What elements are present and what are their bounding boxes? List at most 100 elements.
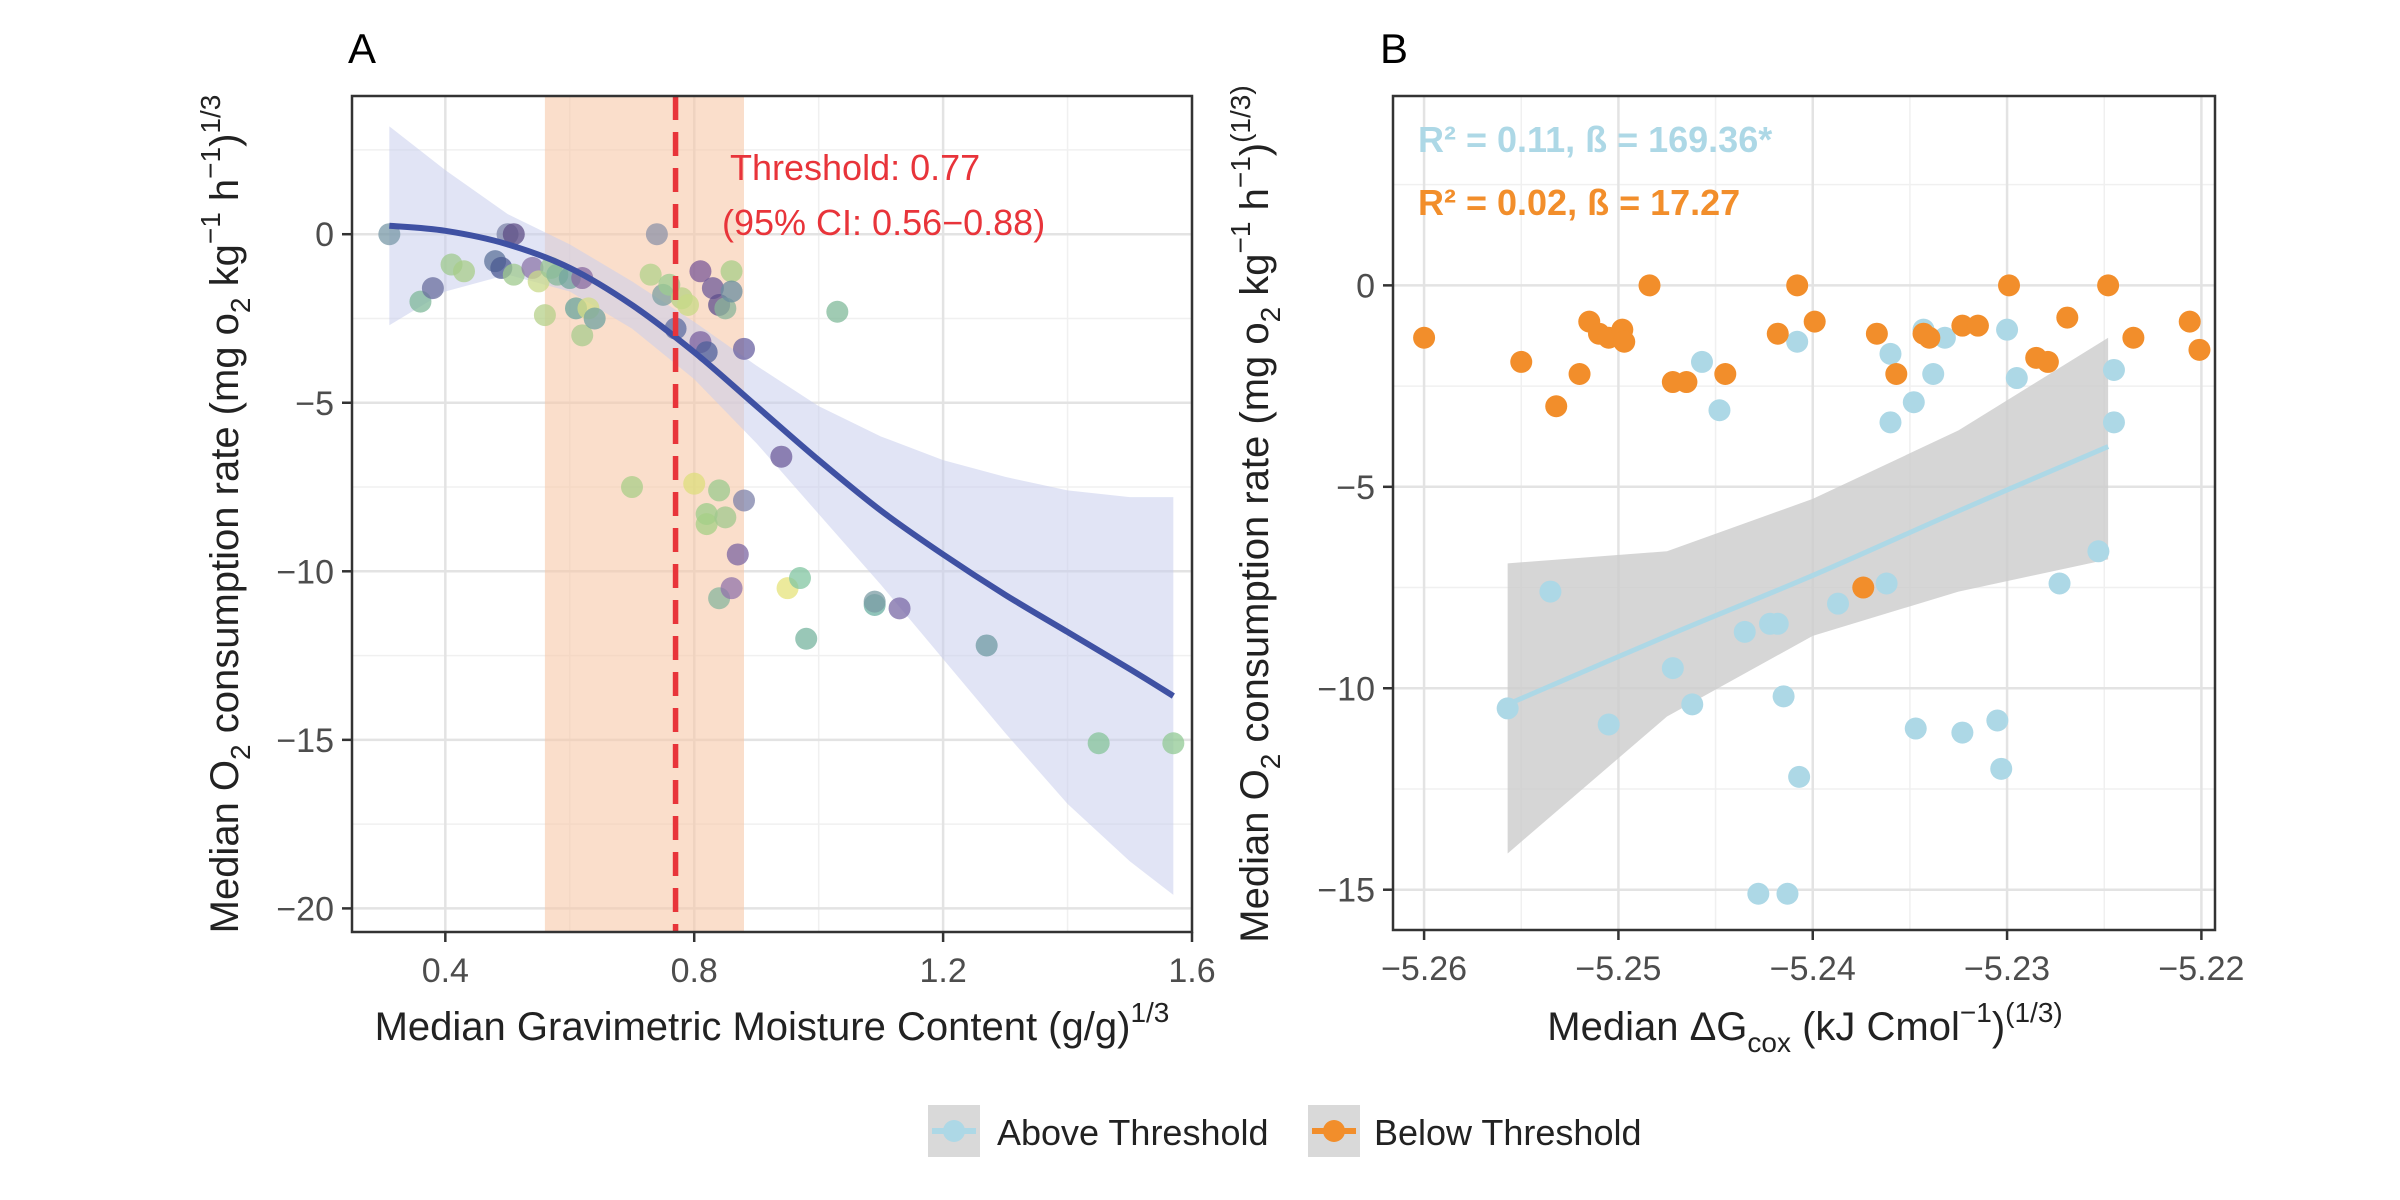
data-point [645,223,668,246]
legend-key-above-dot [943,1120,965,1142]
point-above [1986,709,2009,732]
data-point [639,263,662,286]
legend-key-below-dot [1323,1120,1345,1142]
point-below [1413,326,1436,349]
point-above [1766,612,1789,635]
point-below [1885,363,1908,385]
panel-b-points [1413,274,2211,905]
data-point [726,543,749,566]
point-above [1904,717,1927,740]
panel-a-frame [350,94,1194,934]
y-tick-label: −10 [276,553,334,591]
point-below [1510,350,1533,373]
point-above [1661,657,1684,680]
y-tick-label: 0 [1356,267,1375,305]
data-point [683,472,706,495]
legend-item-below: Below Threshold [1308,1105,1642,1157]
point-above [1827,592,1850,615]
panel-a-fit [389,96,1175,932]
panel-b-ci-band [1507,337,2109,854]
legend-label-below: Below Threshold [1374,1112,1642,1153]
y-tick-label: −20 [276,890,334,928]
panel-b-frame [1391,94,2217,932]
data-point [1162,732,1185,755]
fit-ci-band [389,126,1174,895]
x-tick-label: 0.4 [422,952,469,990]
point-below [1966,314,1989,337]
point-below [1766,322,1789,345]
x-tick-label: −5.24 [1770,950,1856,988]
point-above [1772,685,1795,708]
point-above [1786,330,1809,353]
panel-b-xlabel: Median ΔGcox (kJ Cmol−1)(1/3) [1547,997,2062,1058]
point-below [1803,310,1826,333]
data-point [720,577,743,600]
x-tick-label: −5.25 [1575,950,1661,988]
threshold-ci-label: (95% CI: 0.56−0.88) [722,202,1045,243]
data-point [453,260,475,283]
x-tick-label: −5.23 [1964,950,2050,988]
data-point [695,513,718,536]
x-tick-label: −5.22 [2158,950,2244,988]
point-above [1922,363,1945,385]
x-tick-label: 1.2 [919,952,966,990]
point-below [1545,395,1568,418]
panel-b: B R² = 0.11, ß = 169.36* R² = 0.02, ß = … [1225,25,2244,1058]
data-point [733,489,755,512]
point-below [1568,363,1591,385]
panel-a-tag: A [348,25,376,72]
point-below [1675,371,1698,394]
point-below [2178,310,2201,333]
panel-b-axes: −5.26 −5.25 −5.24 −5.23 −5.22 0 −5 −10 −15 [1317,267,2244,988]
point-above [1597,713,1620,736]
panel-b-ylabel: Median O2 consumption rate (mg o2 kg−1 h… [1225,85,1286,942]
point-above [1681,693,1704,716]
x-tick-label: −5.26 [1381,950,1467,988]
point-above [1733,620,1756,643]
point-below [1951,314,1974,337]
panel-b-grid [1393,96,2215,930]
panel-a: A Threshold: 0.77 (95% CI: 0.56−0.88) 0.… [195,25,1216,1049]
point-below [1613,330,1636,353]
point-below [2188,338,2211,361]
data-point [583,307,606,330]
point-above [1996,318,2019,341]
point-above [1879,411,1902,434]
x-tick-label: 1.6 [1168,952,1215,990]
point-above [1788,765,1811,788]
y-tick-label: −10 [1317,670,1375,708]
data-point [677,294,699,316]
data-point [714,506,737,529]
legend: Above Threshold Below Threshold [928,1105,1642,1157]
point-above [1539,580,1562,603]
data-point [533,304,556,327]
point-above [1951,721,1974,744]
y-tick-label: 0 [315,216,334,254]
data-point [733,337,755,360]
point-above [2102,358,2125,381]
point-above [1875,572,1898,595]
point-above [2087,540,2110,563]
y-tick-label: −5 [295,385,334,423]
y-tick-label: −15 [1317,872,1375,910]
point-below [1638,274,1661,297]
data-point [1087,732,1110,755]
data-point [863,590,886,613]
fit-ci-band [1507,337,2109,854]
point-above [1747,882,1770,905]
point-above [1776,882,1799,905]
point-below [1786,274,1809,297]
data-point [502,223,525,246]
point-above [1690,350,1713,373]
fit-line [1506,444,2110,707]
data-point [795,627,818,650]
point-above [1902,391,1925,414]
point-below [2056,306,2079,329]
point-below [1918,326,1941,349]
annotation-below: R² = 0.02, ß = 17.27 [1418,182,1740,223]
point-below [2097,274,2120,297]
point-above [2005,367,2028,390]
data-point [689,260,712,283]
y-tick-label: −5 [1336,469,1375,507]
